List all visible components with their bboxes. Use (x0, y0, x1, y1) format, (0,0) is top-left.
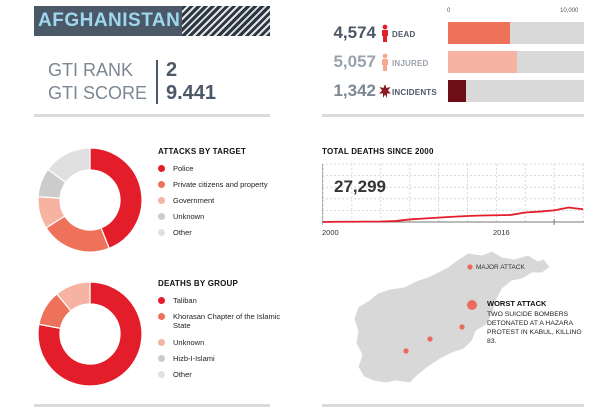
total-deaths-value: 27,299 (334, 177, 386, 196)
legend-item: Private citizens and property (158, 180, 288, 189)
gti-score-label: GTI SCORE (48, 83, 148, 103)
legend-dot-icon (158, 339, 165, 346)
major-attack-label: MAJOR ATTACK (476, 264, 525, 271)
scale-min-label: 0 (447, 8, 451, 14)
legend-label: Khorasan Chapter of the Islamic State (173, 312, 281, 330)
legend-dot-icon (158, 213, 165, 220)
legend-label: Other (173, 370, 192, 379)
stat-bar-track (448, 51, 584, 73)
stat-value-dead: 4,574 (333, 23, 376, 42)
legend-item: Unknown (158, 338, 288, 347)
legend-label: Taliban (173, 296, 197, 305)
donut-slice (47, 147, 91, 184)
legend-item: Hizb-I-Islami (158, 354, 288, 363)
burst-icon (379, 84, 391, 98)
divider-left-bottom (34, 404, 270, 407)
legend-dot-icon (158, 297, 165, 304)
divider-left-top (34, 114, 270, 117)
country-title: AFGHANISTAN (38, 10, 181, 31)
person-icon (382, 53, 388, 71)
legend-label: Police (173, 164, 194, 173)
stat-value-injured: 5,057 (333, 52, 376, 71)
attack-dot (459, 324, 465, 330)
donut-slice (56, 281, 91, 312)
deaths-donut (37, 281, 143, 387)
title-banner-fill (34, 6, 182, 36)
attack-dot (427, 336, 433, 342)
total-deaths-chart (322, 163, 584, 225)
stat-label-dead: DEAD (392, 30, 416, 39)
legend-label: Other (173, 228, 192, 237)
stat-bar-fill (448, 51, 517, 73)
person-icon (382, 24, 388, 42)
stat-label-incidents: INCIDENTS (392, 88, 437, 97)
legend-dot-icon (158, 229, 165, 236)
legend-label: Unknown (173, 338, 205, 347)
legend-item: Taliban (158, 296, 288, 305)
legend-label: Unknown (173, 212, 205, 221)
deaths-by-group-title: DEATHS BY GROUP (158, 279, 239, 288)
stat-bar-track (448, 22, 584, 44)
worst-attack-text: TWO SUICIDE BOMBERS DETONATED AT A HAZAR… (487, 311, 582, 345)
legend-item: Other (158, 370, 288, 379)
legend-label: Government (173, 196, 215, 205)
total-deaths-title: TOTAL DEATHS SINCE 2000 (322, 147, 434, 156)
legend-dot-icon (158, 313, 165, 320)
legend-item: Government (158, 196, 288, 205)
legend-dot-icon (158, 355, 165, 362)
legend-item: Other (158, 228, 288, 237)
legend-item: Police (158, 164, 288, 173)
donut-slice (37, 281, 143, 387)
afghanistan-map (353, 250, 551, 384)
worst-attack-title: WORST ATTACK (487, 299, 547, 308)
divider-right-top (322, 114, 584, 117)
legend-dot-icon (158, 371, 165, 378)
legend-dot-icon (158, 181, 165, 188)
attacks-donut (37, 147, 143, 253)
gti-rank-value: 2 (166, 59, 178, 81)
scale-max-label: 10,000 (560, 8, 579, 14)
legend-dot-icon (158, 197, 165, 204)
stat-label-injured: INJURED (392, 59, 429, 68)
legend-item: Khorasan Chapter of the Islamic State (158, 312, 288, 330)
legend-label: Hizb-I-Islami (173, 354, 215, 363)
divider-right-bottom (322, 404, 584, 407)
country-shape (353, 250, 551, 384)
stat-value-incidents: 1,342 (333, 81, 376, 100)
gti-score-value: 9.441 (166, 82, 217, 104)
stat-bar-track (448, 80, 584, 102)
total-deaths-line (322, 206, 584, 223)
legend-dot-icon (158, 165, 165, 172)
legend-label: Private citizens and property (173, 180, 268, 189)
stat-bar-fill (448, 22, 511, 44)
legend-item: Unknown (158, 212, 288, 221)
attack-dot (403, 348, 409, 354)
attacks-by-target-title: ATTACKS BY TARGET (158, 147, 247, 156)
gti-rank-label: GTI RANK (48, 60, 134, 80)
major-attack-dot (467, 264, 473, 270)
worst-attack-dot (467, 300, 477, 310)
donut-slice (89, 147, 143, 250)
x-start-label: 2000 (322, 228, 339, 237)
x-end-label: 2016 (493, 228, 510, 237)
rank-divider (156, 60, 158, 104)
stat-bar-fill (448, 80, 467, 102)
